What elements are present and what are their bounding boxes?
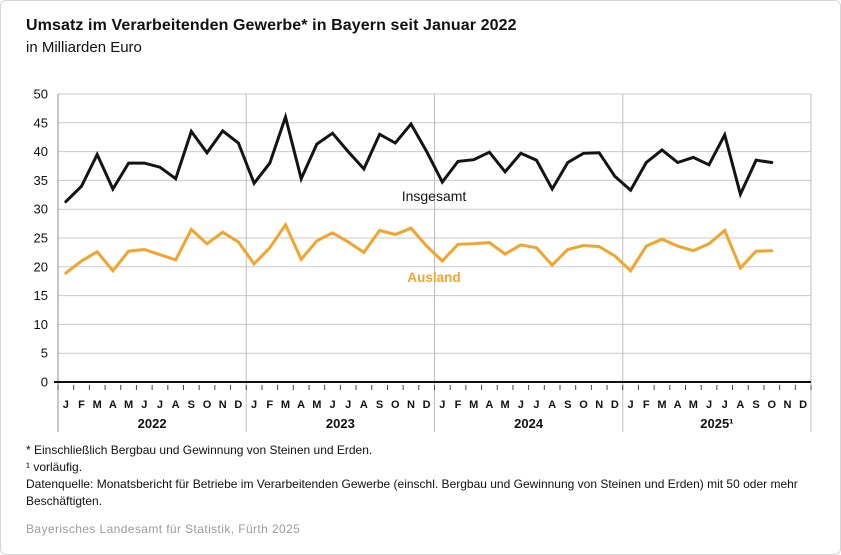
month-label: M [469, 399, 478, 411]
month-label: M [657, 399, 666, 411]
month-label: D [234, 399, 242, 411]
month-label: S [376, 399, 383, 411]
month-label: A [109, 399, 117, 411]
month-label: S [752, 399, 759, 411]
month-label: O [203, 399, 212, 411]
month-label: A [736, 399, 744, 411]
month-label: J [439, 399, 445, 411]
month-label: A [297, 399, 305, 411]
month-label: J [251, 399, 257, 411]
month-label: J [63, 399, 69, 411]
month-label: A [674, 399, 682, 411]
month-label: J [706, 399, 712, 411]
month-label: O [391, 399, 400, 411]
month-label: S [564, 399, 571, 411]
y-tick-label: 25 [34, 231, 48, 246]
year-label-4: 2025¹ [700, 416, 733, 431]
month-label: J [141, 399, 147, 411]
month-label: S [188, 399, 195, 411]
year-label-3: 2024 [514, 416, 544, 431]
month-label: M [501, 399, 510, 411]
y-tick-label: 15 [34, 288, 48, 303]
month-label: J [518, 399, 524, 411]
month-label: N [219, 399, 227, 411]
month-label: M [689, 399, 698, 411]
y-tick-label: 30 [34, 202, 48, 217]
month-label: D [799, 399, 807, 411]
y-tick-label: 45 [34, 115, 48, 130]
month-label: N [783, 399, 791, 411]
footnote-preliminary: ¹ vorläufig. [26, 460, 83, 474]
footnote-asterisk: * Einschließlich Bergbau und Gewinnung v… [26, 443, 373, 457]
year-label-1: 2022 [138, 416, 167, 431]
month-label: M [93, 399, 102, 411]
month-label: F [78, 399, 85, 411]
month-label: F [643, 399, 650, 411]
month-label: O [579, 399, 588, 411]
month-label: F [455, 399, 462, 411]
source-line: Bayerisches Landesamt für Statistik, Für… [26, 522, 301, 536]
y-tick-label: 10 [34, 317, 48, 332]
y-tick-label: 35 [34, 173, 48, 188]
month-label: M [281, 399, 290, 411]
chart-subtitle: in Milliarden Euro [26, 39, 142, 56]
month-label: A [485, 399, 493, 411]
y-tick-label: 50 [34, 87, 48, 102]
month-label: A [548, 399, 556, 411]
month-label: A [360, 399, 368, 411]
month-label: M [124, 399, 133, 411]
month-label: N [595, 399, 603, 411]
y-tick-label: 0 [41, 375, 48, 390]
year-label-2: 2023 [326, 416, 355, 431]
month-label: J [345, 399, 351, 411]
series-line-ausland [64, 221, 774, 275]
month-label: J [533, 399, 539, 411]
footnote-datasource: Datenquelle: Monatsbericht für Betriebe … [26, 477, 798, 508]
month-label: A [172, 399, 180, 411]
series-line-insgesamt [64, 111, 774, 204]
month-label: J [628, 399, 634, 411]
y-tick-label: 20 [34, 259, 48, 274]
series-label-insgesamt: Insgesamt [402, 188, 467, 204]
month-label: N [407, 399, 415, 411]
month-label: D [611, 399, 619, 411]
month-label: J [329, 399, 335, 411]
y-tick-label: 5 [41, 346, 48, 361]
series-label-ausland: Ausland [407, 270, 460, 285]
footnotes-block: * Einschließlich Bergbau und Gewinnung v… [26, 442, 808, 510]
month-label: F [266, 399, 273, 411]
page-title: Umsatz im Verarbeitenden Gewerbe* in Bay… [26, 17, 517, 34]
month-label: J [722, 399, 728, 411]
y-tick-label: 40 [34, 144, 48, 159]
month-label: O [768, 399, 777, 411]
month-label: M [312, 399, 321, 411]
month-label: D [423, 399, 431, 411]
month-label: J [157, 399, 163, 411]
